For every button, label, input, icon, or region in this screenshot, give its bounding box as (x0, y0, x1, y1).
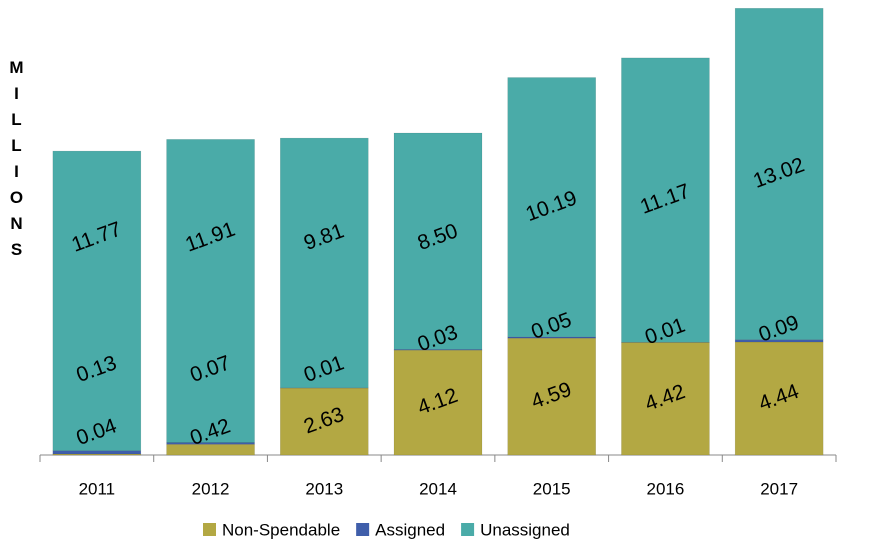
x-tick-label: 2011 (79, 479, 116, 498)
bar-segment (280, 137, 369, 389)
x-tick-label: 2014 (419, 479, 457, 498)
bar-segment (734, 8, 824, 340)
x-tick-label: 2016 (647, 479, 685, 498)
x-tick-label: 2012 (192, 479, 230, 498)
bar-segment (52, 450, 142, 455)
legend-label: Assigned (375, 520, 445, 539)
x-tick-label: 2013 (305, 479, 343, 498)
bar-segment (52, 150, 142, 451)
bar-segment (166, 139, 255, 443)
bar-segment (280, 387, 369, 456)
legend-label: Unassigned (480, 520, 570, 539)
legend-swatch (356, 523, 370, 536)
bar-segment (507, 77, 596, 338)
bar-segment (393, 132, 483, 350)
y-axis-label: MILLIONS (7, 58, 26, 266)
bar-segment (621, 57, 710, 343)
bar-segment (393, 349, 483, 456)
bar-segment (166, 444, 255, 456)
bar-segment (734, 341, 824, 456)
legend-swatch (461, 523, 475, 536)
x-tick-label: 2015 (533, 479, 571, 498)
x-tick-label: 2017 (760, 479, 798, 498)
legend-swatch (203, 523, 216, 536)
bar-segment (507, 337, 596, 456)
bar-segment (621, 342, 710, 456)
legend-label: Non-Spendable (222, 520, 340, 539)
